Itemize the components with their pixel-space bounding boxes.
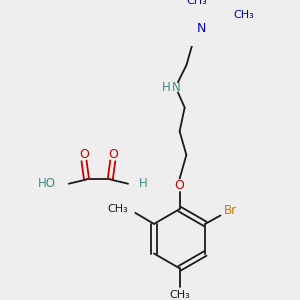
Text: O: O: [79, 148, 89, 160]
Text: H: H: [162, 81, 170, 94]
Text: O: O: [175, 179, 184, 192]
Text: N: N: [197, 22, 206, 35]
Text: N: N: [172, 81, 181, 94]
Text: HO: HO: [38, 177, 56, 190]
Text: Br: Br: [224, 204, 237, 217]
Text: O: O: [108, 148, 118, 160]
Text: CH₃: CH₃: [186, 0, 207, 6]
Text: H: H: [139, 177, 148, 190]
Text: CH₃: CH₃: [234, 10, 254, 20]
Text: CH₃: CH₃: [108, 204, 129, 214]
Text: CH₃: CH₃: [169, 290, 190, 299]
